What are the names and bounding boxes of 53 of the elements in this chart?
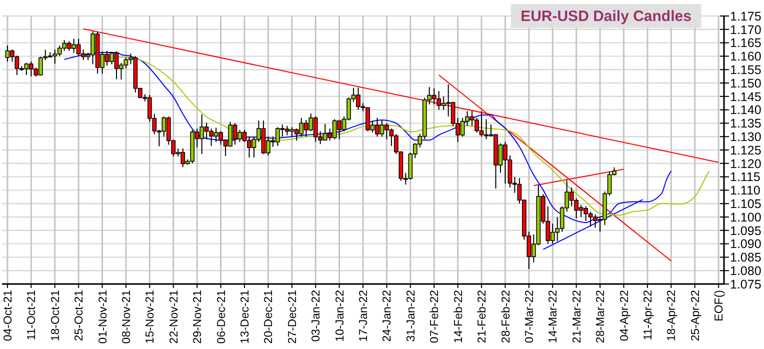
x-tick-label: 31-Jan-22 xyxy=(405,290,418,342)
x-tick-label: 14-Mar-22 xyxy=(548,290,560,344)
y-tick-label: 1.085 xyxy=(730,250,762,265)
y-tick-label: 1.150 xyxy=(730,76,762,90)
y-tick-label: 1.175 xyxy=(730,9,762,24)
x-tick-label: 01-Nov-21 xyxy=(97,290,110,344)
x-tick-label: 21-Feb-22 xyxy=(476,290,489,344)
x-tick-label: 11-Apr-22 xyxy=(642,290,654,340)
y-tick-label: 1.135 xyxy=(730,116,762,131)
x-tick-label: 17-Jan-22 xyxy=(358,290,370,342)
x-tick-label: 06-Dec-21 xyxy=(216,290,228,344)
x-tick-label: 22-Nov-21 xyxy=(168,290,180,344)
y-tick-label: 1.145 xyxy=(730,90,762,104)
x-tick-label: 28-Mar-22 xyxy=(595,290,608,344)
y-tick-label: 1.100 xyxy=(730,210,762,224)
y-tick-label: 1.115 xyxy=(730,170,760,184)
x-tick-label: 28-Feb-22 xyxy=(500,290,512,344)
y-tick-label: 1.095 xyxy=(730,224,762,238)
x-tick-label: 25-Oct-21 xyxy=(74,290,86,342)
y-tick-label: 1.120 xyxy=(730,156,762,171)
y-tick-label: 1.090 xyxy=(730,237,762,252)
x-tick-label: 27-Dec-21 xyxy=(286,290,299,344)
y-tick-label: 1.080 xyxy=(730,264,762,278)
y-tick-label: 1.170 xyxy=(730,22,762,37)
y-tick-label: 1.125 xyxy=(730,143,762,158)
x-tick-label: 20-Dec-21 xyxy=(263,290,276,344)
x-tick-label: 04-Apr-22 xyxy=(618,290,631,342)
x-tick-label: 21-Mar-22 xyxy=(571,290,584,344)
x-tick-label: 14-Feb-22 xyxy=(452,290,465,344)
chart-title: EUR-USD Daily Candles xyxy=(520,8,692,25)
y-tick-label: 1.110 xyxy=(730,184,760,198)
y-tick-label: 1.140 xyxy=(730,103,762,118)
y-tick-label: 1.105 xyxy=(730,196,762,211)
x-tick-label: 08-Nov-21 xyxy=(120,290,133,344)
x-tick-label: 07-Mar-22 xyxy=(524,290,536,344)
x-tick-label: 11-Oct-21 xyxy=(26,290,38,340)
x-tick-label: 24-Jan-22 xyxy=(382,290,394,342)
x-tick-label: EOF() xyxy=(714,290,726,322)
y-tick-label: 1.155 xyxy=(730,62,762,77)
x-tick-label: 03-Jan-22 xyxy=(310,290,323,342)
y-tick-label: 1.130 xyxy=(730,130,762,144)
x-tick-label: 10-Jan-22 xyxy=(334,290,346,342)
y-tick-label: 1.160 xyxy=(730,50,762,64)
y-tick-label: 1.165 xyxy=(730,36,762,50)
x-tick-label: 18-Apr-22 xyxy=(666,290,678,342)
y-tick-label: 1.075 xyxy=(730,277,762,292)
x-tick-label: 15-Nov-21 xyxy=(144,290,157,344)
x-tick-label: 07-Feb-22 xyxy=(429,290,442,344)
x-tick-label: 18-Oct-21 xyxy=(50,290,62,342)
x-tick-label: 25-Apr-22 xyxy=(690,290,702,342)
x-tick-label: 04-Oct-21 xyxy=(2,290,14,342)
x-tick-label: 29-Nov-21 xyxy=(192,290,204,344)
x-tick-label: 13-Dec-21 xyxy=(240,290,252,344)
